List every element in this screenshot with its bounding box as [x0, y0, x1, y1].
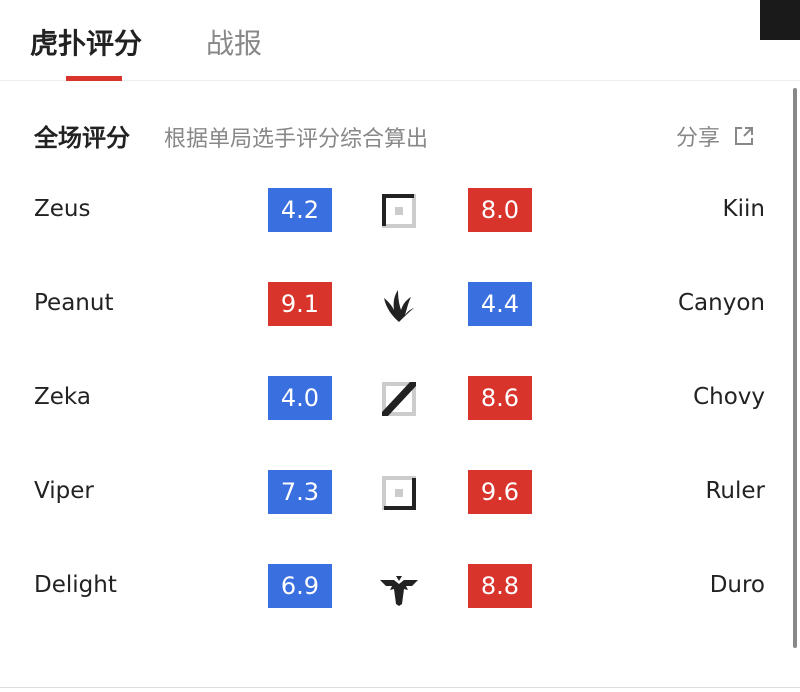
left-player-name[interactable]: Zeka: [34, 384, 91, 410]
tab-match-report[interactable]: 战报: [206, 27, 263, 60]
support-icon: [380, 576, 418, 606]
left-player-name[interactable]: Delight: [34, 572, 117, 598]
right-player-name[interactable]: Duro: [709, 572, 765, 598]
player-row: Zeka 4.0 8.6 Chovy: [0, 376, 800, 420]
right-player-score: 8.6: [468, 376, 532, 420]
scrollbar[interactable]: [793, 88, 797, 648]
right-player-score: 4.4: [468, 282, 532, 326]
right-player-name[interactable]: Chovy: [693, 384, 765, 410]
left-player-score: 4.0: [268, 376, 332, 420]
share-button[interactable]: 分享: [676, 120, 754, 152]
right-player-score: 8.0: [468, 188, 532, 232]
left-player-score: 4.2: [268, 188, 332, 232]
share-label: 分享: [676, 126, 721, 151]
tab-hupu-rating[interactable]: 虎扑评分: [30, 27, 143, 60]
screen-corner: [680, 0, 800, 80]
player-row: Delight 6.9 8.8 Duro: [0, 564, 800, 608]
external-share-icon: [735, 127, 754, 145]
left-player-score: 9.1: [268, 282, 332, 326]
bot-lane-icon: [382, 476, 416, 510]
right-player-name[interactable]: Kiin: [722, 196, 765, 222]
left-player-name[interactable]: Peanut: [34, 290, 114, 316]
player-row: Viper 7.3 9.6 Ruler: [0, 470, 800, 514]
section-subtitle: 根据单局选手评分综合算出: [164, 127, 429, 152]
top-lane-icon: [382, 194, 416, 228]
right-player-score: 9.6: [468, 470, 532, 514]
player-row: Zeus 4.2 8.0 Kiin: [0, 188, 800, 232]
left-player-name[interactable]: Zeus: [34, 196, 91, 222]
bottom-divider: [0, 687, 800, 688]
left-player-score: 6.9: [268, 564, 332, 608]
right-player-name[interactable]: Ruler: [705, 478, 765, 504]
left-player-name[interactable]: Viper: [34, 478, 94, 504]
active-tab-indicator: [66, 76, 122, 81]
section-title: 全场评分: [34, 124, 130, 152]
tab-bar: 虎扑评分 战报: [0, 0, 800, 81]
mid-lane-icon: [382, 382, 416, 416]
jungle-icon: [384, 290, 414, 322]
player-row: Peanut 9.1 4.4 Canyon: [0, 282, 800, 326]
left-player-score: 7.3: [268, 470, 332, 514]
right-player-score: 8.8: [468, 564, 532, 608]
right-player-name[interactable]: Canyon: [678, 290, 765, 316]
